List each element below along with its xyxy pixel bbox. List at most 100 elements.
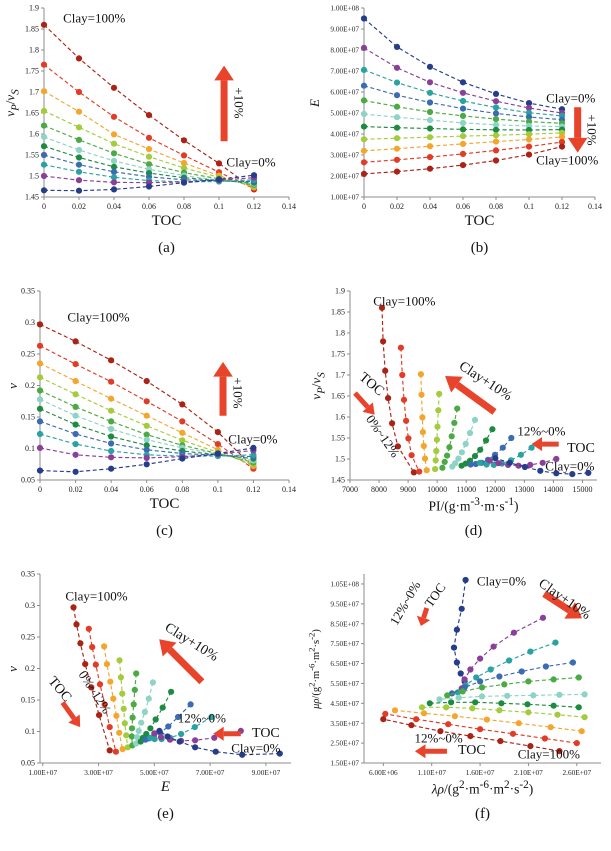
data-point xyxy=(524,701,531,708)
data-point xyxy=(492,126,500,133)
data-point xyxy=(75,154,83,161)
y-axis-label-d: vP/vS xyxy=(308,371,328,400)
x-tick-label: 6.00E+06 xyxy=(369,768,398,777)
data-point xyxy=(75,177,83,184)
annotation-text: Clay=0% xyxy=(228,431,278,447)
subplot-c: 0 0.02 0.04 0.06 0.08 0.1 0.12 0.14 0.05 0.1 0.15 0… xyxy=(0,285,305,567)
x-tick-label: 9000 xyxy=(400,485,416,494)
x-tick-label: 11000 xyxy=(456,485,476,494)
annotation-text: Clay=100% xyxy=(65,588,128,604)
data-point xyxy=(180,164,188,172)
data-point xyxy=(360,147,368,154)
data-point xyxy=(393,114,401,121)
data-point xyxy=(448,699,455,706)
annotation-text: Clay=100% xyxy=(67,309,130,324)
y-axis-label-b: E xyxy=(307,98,322,107)
data-point xyxy=(489,426,496,433)
data-point xyxy=(110,179,118,186)
y-tick-label: 1.9 xyxy=(29,4,39,13)
data-point xyxy=(459,688,466,695)
data-point xyxy=(143,431,150,438)
data-point xyxy=(108,395,115,402)
x-axis-label-d: PI/(g·m-3·m·s-1) xyxy=(428,496,519,514)
data-point xyxy=(106,724,113,731)
annotation-text: 12%~0% xyxy=(414,730,463,746)
y-tick-label: 8.50E+07 xyxy=(330,619,359,628)
data-point xyxy=(378,304,386,311)
y-tick-label: 8.00E+07 xyxy=(330,46,359,55)
data-point xyxy=(145,695,152,702)
y-tick-label: 4.50E+07 xyxy=(330,699,359,708)
y-tick-label: 3.50E+07 xyxy=(330,719,359,728)
subplot-a: 0 0.02 0.04 0.06 0.08 0.1 0.12 0.14 1.45 1.5 1.55 1… xyxy=(0,2,305,284)
series-clay-0- xyxy=(492,455,592,478)
subplot-f: 6.00E+06 1.10E+07 1.60E+07 2.10E+07 2.60E+07… xyxy=(306,568,611,850)
axes: 6.00E+06 1.10E+07 1.60E+07 2.10E+07 2.60E+07… xyxy=(330,574,601,777)
data-point xyxy=(208,713,215,721)
data-point xyxy=(444,452,451,459)
data-point xyxy=(211,734,218,741)
annotation-text: TOC xyxy=(252,725,280,741)
x-tick-label: 12000 xyxy=(485,485,505,494)
x-tick-label: 0.04 xyxy=(104,485,118,494)
data-point xyxy=(436,390,443,397)
y-tick-label: 1.8 xyxy=(29,46,39,55)
data-point xyxy=(360,66,368,73)
y-tick-label: 0.3 xyxy=(25,601,35,610)
data-point xyxy=(145,161,153,168)
x-tick-label: 3.00E+07 xyxy=(84,768,113,777)
data-point xyxy=(569,659,576,666)
annotation-arrow xyxy=(542,590,583,619)
x-tick-label: 0.14 xyxy=(588,202,602,211)
data-point xyxy=(128,725,136,732)
y-tick-label: 1.50E+07 xyxy=(330,759,359,768)
data-point xyxy=(492,110,500,117)
data-point xyxy=(180,159,188,167)
data-point xyxy=(360,15,368,22)
data-point xyxy=(117,674,124,681)
data-point xyxy=(462,576,469,584)
data-point xyxy=(420,442,427,450)
data-point xyxy=(110,157,118,164)
data-point xyxy=(498,700,505,707)
data-point xyxy=(525,136,533,143)
annotation-arrow xyxy=(159,639,205,685)
x-tick-label: 0 xyxy=(42,202,46,211)
data-point xyxy=(435,407,442,414)
y-axis-label-a: vP/vS xyxy=(2,88,22,117)
y-axis-label-f: μρ/(g2·m-6·m2·s-2) xyxy=(306,628,322,709)
data-point xyxy=(426,108,434,116)
y-tick-label: 1.6 xyxy=(29,130,39,139)
x-tick-label: 0.06 xyxy=(142,202,156,211)
series-clay-0- xyxy=(450,576,469,685)
y-tick-label: 3.00E+07 xyxy=(330,151,359,160)
data-point xyxy=(72,412,79,419)
data-point xyxy=(176,738,183,745)
data-point xyxy=(581,714,588,721)
data-point xyxy=(506,459,513,466)
data-point xyxy=(110,131,118,138)
series-clay-40- xyxy=(444,674,582,699)
data-point xyxy=(40,161,48,168)
y-tick-label: 9.00E+07 xyxy=(330,25,359,34)
data-point xyxy=(467,666,474,673)
data-point xyxy=(108,440,115,447)
data-point xyxy=(141,708,148,716)
data-point xyxy=(433,436,440,443)
y-tick-label: 0.05 xyxy=(21,476,35,485)
data-point xyxy=(458,449,465,456)
data-point xyxy=(250,451,257,458)
data-point xyxy=(459,162,467,169)
data-point xyxy=(108,465,115,472)
series-clay-40- xyxy=(137,688,175,745)
data-point xyxy=(573,740,580,747)
y-tick-label: 1.7 xyxy=(29,88,39,97)
series-clay-70- xyxy=(432,390,443,473)
data-point xyxy=(108,425,115,433)
data-point xyxy=(380,338,387,345)
annotation-arrow xyxy=(531,437,559,452)
data-point xyxy=(180,152,188,159)
data-point xyxy=(108,357,115,364)
annotation-arrow xyxy=(213,361,233,416)
y-tick-label: 0.35 xyxy=(21,287,35,296)
